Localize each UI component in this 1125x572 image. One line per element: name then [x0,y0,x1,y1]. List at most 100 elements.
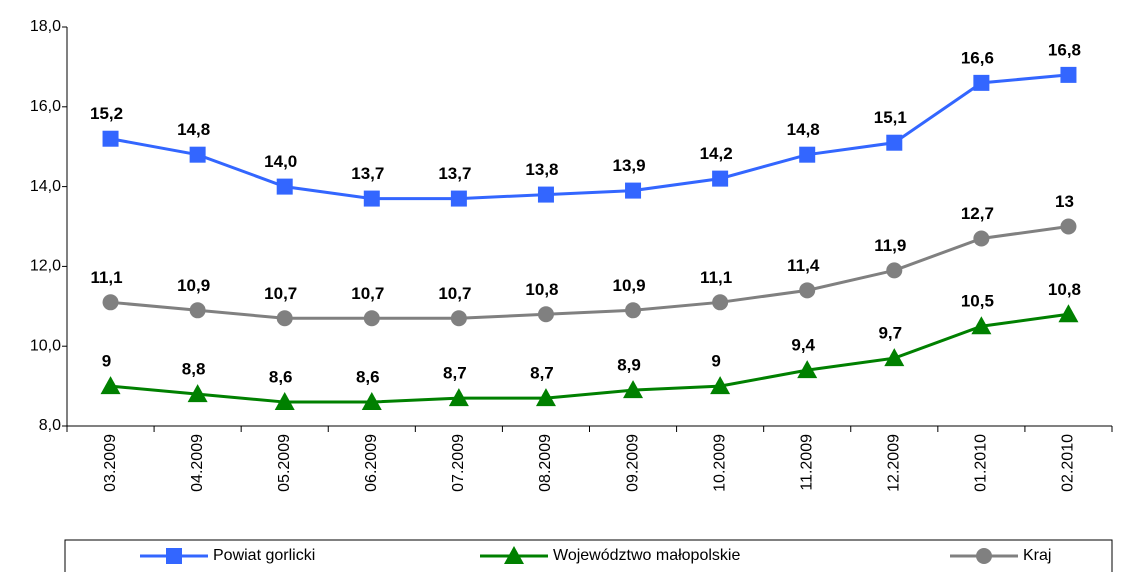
marker [189,146,206,163]
marker [537,186,554,203]
data-label: 8,6 [356,368,380,387]
data-label: 13,7 [351,164,384,183]
data-label: 12,7 [961,204,994,223]
data-label: 15,2 [90,104,123,123]
data-label: 10,7 [264,284,297,303]
y-tick-label: 16,0 [30,98,61,115]
data-label: 14,8 [177,120,210,139]
marker [100,376,121,395]
legend-box [64,539,1113,572]
marker [886,262,903,279]
data-label: 10,7 [351,284,384,303]
data-label: 14,0 [264,152,297,171]
x-tick-label: 01.2010 [973,434,990,492]
data-label: 13,8 [525,160,558,179]
x-tick-label: 06.2009 [363,434,380,492]
marker [799,282,816,299]
marker [710,376,731,395]
data-label: 10,7 [438,284,471,303]
data-label: 13 [1055,192,1074,211]
marker [363,310,380,327]
series-line [110,225,1069,320]
legend-item: Powiat gorlicki [140,547,315,564]
data-label: 9 [711,352,720,371]
data-label: 10,8 [1048,280,1081,299]
legend-label: Powiat gorlicki [213,547,315,564]
data-label: 11,1 [90,268,122,287]
marker [276,178,293,195]
x-tick-label: 03.2009 [102,434,119,492]
data-label: 13,7 [438,164,471,183]
marker [625,302,642,319]
y-tick-label: 12,0 [30,258,61,275]
data-label: 16,6 [961,48,994,67]
data-label: 9 [102,352,111,371]
data-label: 14,2 [700,144,733,163]
data-label: 16,8 [1048,40,1081,59]
y-tick-label: 10,0 [30,337,61,354]
marker [537,306,554,323]
x-tick-label: 02.2010 [1060,434,1077,492]
data-label: 9,4 [791,336,815,355]
y-tick-label: 8,0 [39,417,61,434]
data-label: 11,9 [874,236,906,255]
marker [886,134,903,151]
marker [973,74,990,91]
marker [971,316,992,335]
marker [712,294,729,311]
x-tick-label: 05.2009 [276,434,293,492]
data-label: 8,6 [269,368,293,387]
marker [102,130,119,147]
data-label: 10,9 [612,276,645,295]
marker [102,294,119,311]
marker [166,548,182,564]
marker [884,348,905,367]
marker [1060,66,1077,83]
data-label: 8,8 [182,360,206,379]
data-label: 13,9 [612,156,645,175]
data-label: 8,9 [617,356,641,375]
data-label: 8,7 [530,364,554,383]
marker [189,302,206,319]
marker [535,388,556,407]
marker [797,360,818,379]
x-tick-label: 11.2009 [798,434,815,491]
marker [363,190,380,207]
marker [976,548,992,564]
marker [712,170,729,187]
data-label: 10,9 [177,276,210,295]
marker [504,546,524,564]
data-label: 15,1 [874,108,907,127]
marker [450,310,467,327]
marker [623,380,644,399]
series-line [110,312,1069,404]
x-tick-label: 08.2009 [537,434,554,492]
y-tick-label: 18,0 [30,18,61,35]
marker [361,392,382,411]
data-label: 10,5 [961,292,994,311]
marker [274,392,295,411]
legend-item: Województwo małopolskie [480,546,740,564]
y-tick-label: 14,0 [30,178,61,195]
legend-label: Województwo małopolskie [553,547,740,564]
series-line [110,73,1069,201]
marker [276,310,293,327]
marker [450,190,467,207]
data-label: 9,7 [878,324,902,343]
data-label: 10,8 [525,280,558,299]
marker [973,230,990,247]
data-label: 11,4 [787,256,820,275]
x-tick-label: 10.2009 [711,434,728,492]
x-tick-label: 12.2009 [886,434,903,492]
legend-label: Kraj [1023,547,1051,564]
x-tick-label: 09.2009 [624,434,641,492]
marker [448,388,469,407]
marker [187,384,208,403]
data-label: 11,1 [700,268,732,287]
marker [625,182,642,199]
data-label: 14,8 [787,120,820,139]
marker [1058,304,1079,323]
marker [799,146,816,163]
data-label: 8,7 [443,364,467,383]
